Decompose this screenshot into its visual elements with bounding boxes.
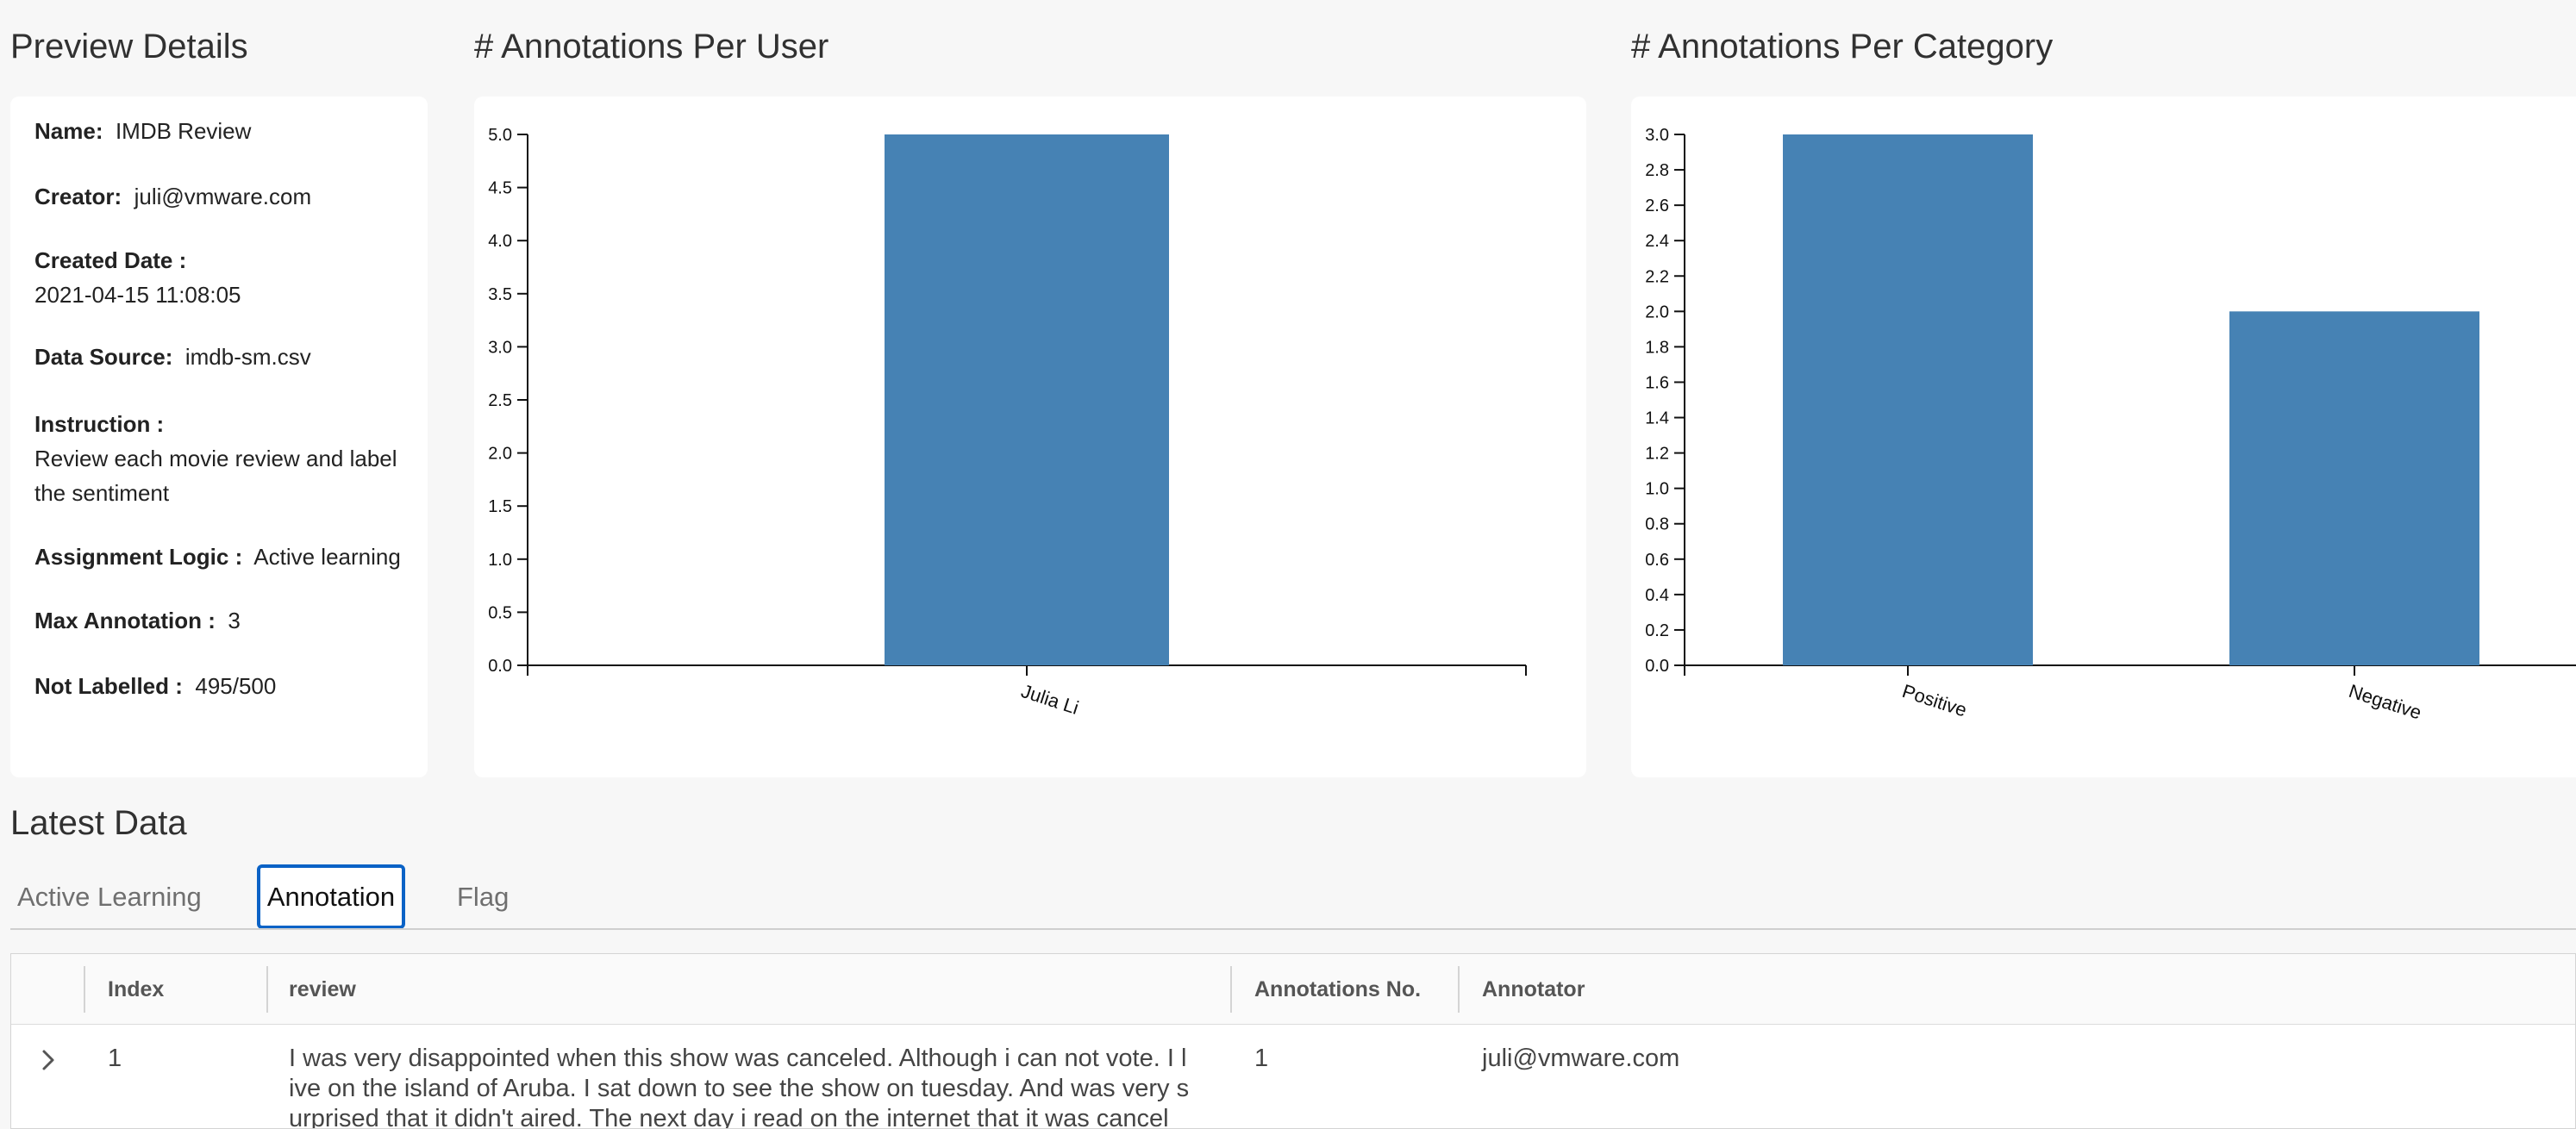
instruction-line-1: Review each movie review and label bbox=[34, 446, 397, 471]
category-y-tick-label: 1.0 bbox=[1645, 480, 1669, 499]
cell-index: 1 bbox=[108, 1045, 122, 1072]
category-x-tick-label: Positive bbox=[1899, 680, 1969, 721]
category-y-tick-label: 0.0 bbox=[1645, 657, 1669, 676]
category-y-tick-label: 2.0 bbox=[1645, 303, 1669, 321]
column-divider[interactable] bbox=[1230, 966, 1232, 1013]
user-y-tick-label: 1.0 bbox=[488, 551, 512, 570]
category-y-tick-label: 0.4 bbox=[1645, 586, 1669, 605]
category-y-tick-label: 1.2 bbox=[1645, 445, 1669, 464]
tab-active-learning[interactable]: Active Learning bbox=[17, 882, 202, 912]
not-labelled-value: 495/500 bbox=[195, 673, 277, 699]
user-y-tick-label: 0.5 bbox=[488, 603, 512, 622]
category-y-tick-label: 0.8 bbox=[1645, 515, 1669, 534]
user-bar-julia-li bbox=[885, 134, 1169, 665]
review-line: I was very disappointed when this show w… bbox=[289, 1045, 1187, 1072]
tab-flag[interactable]: Flag bbox=[457, 882, 510, 912]
detail-creator: Creator: juli@vmware.com bbox=[34, 179, 311, 214]
creator-label: Creator: bbox=[34, 184, 122, 209]
column-divider[interactable] bbox=[1458, 966, 1460, 1013]
instruction-line-2: the sentiment bbox=[34, 480, 170, 506]
category-y-tick-label: 1.6 bbox=[1645, 373, 1669, 392]
category-bar-negative bbox=[2229, 311, 2479, 665]
category-chart-title: # Annotations Per Category bbox=[1631, 28, 2054, 65]
detail-assignment: Assignment Logic : Active learning bbox=[34, 540, 401, 574]
preview-details-title: Preview Details bbox=[10, 28, 248, 65]
name-label: Name: bbox=[34, 118, 103, 144]
user-y-tick-label: 4.5 bbox=[488, 179, 512, 198]
assignment-value: Active learning bbox=[253, 544, 401, 570]
created-label: Created Date : bbox=[34, 247, 187, 273]
assignment-label: Assignment Logic : bbox=[34, 544, 243, 570]
category-y-tick-label: 1.8 bbox=[1645, 338, 1669, 357]
name-value: IMDB Review bbox=[115, 118, 252, 144]
column-header-review[interactable]: review bbox=[289, 977, 356, 1001]
review-line: ive on the island of Aruba. I sat down t… bbox=[289, 1075, 1190, 1102]
user-x-tick-label: Julia Li bbox=[1018, 680, 1081, 719]
category-x-tick-label: Negative bbox=[2346, 680, 2423, 724]
not-labelled-label: Not Labelled : bbox=[34, 673, 183, 699]
user-y-tick-label: 3.0 bbox=[488, 338, 512, 357]
category-y-tick-label: 2.2 bbox=[1645, 267, 1669, 286]
user-y-tick-label: 2.5 bbox=[488, 391, 512, 410]
detail-instruction-label: Instruction : bbox=[34, 407, 164, 441]
chevron-right-icon[interactable] bbox=[35, 1047, 61, 1073]
category-y-tick-label: 1.4 bbox=[1645, 409, 1669, 428]
max-annotation-value: 3 bbox=[228, 608, 241, 633]
detail-max-annotation: Max Annotation : 3 bbox=[34, 603, 241, 638]
user-y-tick-label: 4.0 bbox=[488, 232, 512, 251]
cell-annotations-no: 1 bbox=[1254, 1045, 1269, 1072]
category-y-tick-label: 2.4 bbox=[1645, 232, 1669, 251]
detail-not-labelled: Not Labelled : 495/500 bbox=[34, 669, 276, 703]
source-label: Data Source: bbox=[34, 344, 173, 370]
detail-source: Data Source: imdb-sm.csv bbox=[34, 340, 311, 374]
grid-header: Index review Annotations No. Annotator bbox=[11, 954, 2575, 1025]
column-header-index[interactable]: Index bbox=[108, 977, 165, 1001]
latest-data-grid: Index review Annotations No. Annotator 1… bbox=[10, 953, 2576, 1129]
user-y-tick-label: 3.5 bbox=[488, 285, 512, 304]
instruction-label: Instruction : bbox=[34, 411, 165, 437]
latest-data-title: Latest Data bbox=[10, 804, 187, 842]
cell-annotator: juli@vmware.com bbox=[1482, 1045, 1680, 1072]
review-line: urprised that it didn't aired. The next … bbox=[289, 1105, 1169, 1129]
column-header-annotator[interactable]: Annotator bbox=[1482, 977, 1585, 1001]
column-divider[interactable] bbox=[266, 966, 268, 1013]
created-value: 2021-04-15 11:08:05 bbox=[34, 282, 241, 308]
column-header-annotations-no[interactable]: Annotations No. bbox=[1254, 977, 1422, 1001]
user-y-tick-label: 1.5 bbox=[488, 497, 512, 516]
user-chart-title: # Annotations Per User bbox=[474, 28, 829, 65]
tab-annotation[interactable]: Annotation bbox=[257, 864, 405, 929]
max-annotation-label: Max Annotation : bbox=[34, 608, 216, 633]
category-y-tick-label: 3.0 bbox=[1645, 126, 1669, 145]
category-y-tick-label: 0.2 bbox=[1645, 621, 1669, 640]
category-y-tick-label: 2.8 bbox=[1645, 161, 1669, 180]
category-y-tick-label: 2.6 bbox=[1645, 196, 1669, 215]
preview-details-card: Name: IMDB Review Creator: juli@vmware.c… bbox=[10, 97, 428, 777]
source-value: imdb-sm.csv bbox=[184, 344, 311, 370]
user-y-tick-label: 0.0 bbox=[488, 657, 512, 676]
detail-created-label: Created Date : bbox=[34, 243, 186, 278]
user-y-tick-label: 5.0 bbox=[488, 126, 512, 145]
tabs-divider bbox=[10, 928, 2576, 930]
category-y-tick-label: 0.6 bbox=[1645, 551, 1669, 570]
cell-review: I was very disappointed when this show w… bbox=[289, 1044, 1220, 1129]
user-y-tick-label: 2.0 bbox=[488, 445, 512, 464]
category-bar-positive bbox=[1783, 134, 2033, 665]
creator-value: juli@vmware.com bbox=[134, 184, 312, 209]
detail-name: Name: IMDB Review bbox=[34, 114, 251, 148]
column-divider[interactable] bbox=[84, 966, 85, 1013]
